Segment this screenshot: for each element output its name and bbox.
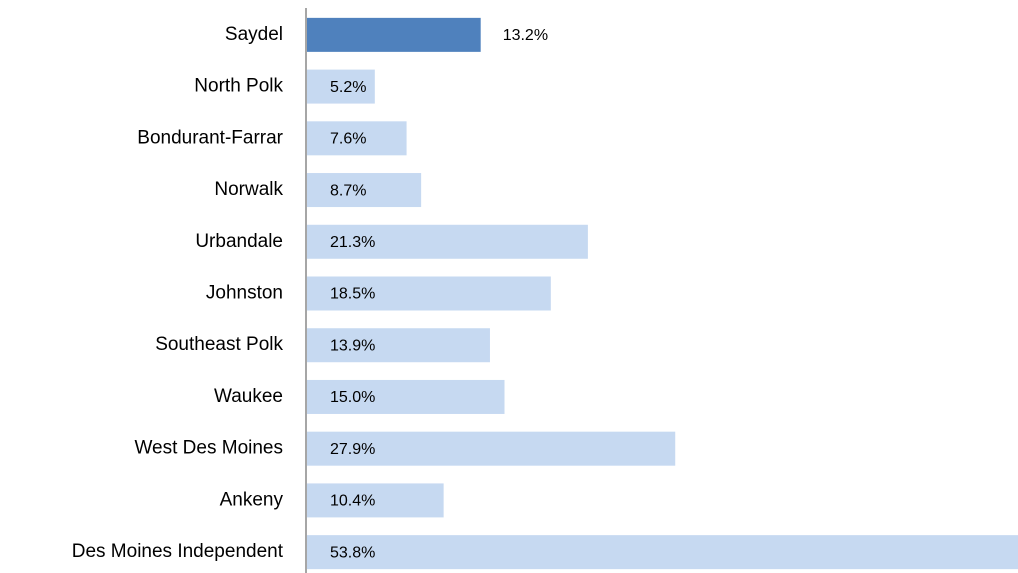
bar [307, 69, 375, 104]
bar [307, 379, 505, 414]
data-label: 10.4% [330, 493, 375, 510]
y-tick-label: Waukee [214, 386, 283, 407]
y-tick-label: Urbandale [195, 231, 283, 252]
data-label: 21.3% [330, 234, 375, 251]
bar [307, 121, 407, 156]
data-label: 15.0% [330, 389, 375, 406]
data-label: 53.8% [330, 544, 375, 561]
data-label: 7.6% [330, 131, 366, 148]
y-tick-label: Des Moines Independent [72, 541, 284, 562]
y-tick-label: Johnston [206, 283, 283, 304]
bar [307, 483, 444, 518]
bar [307, 276, 551, 311]
bar [307, 431, 676, 466]
y-tick-label: Saydel [225, 24, 283, 45]
y-tick-label: North Polk [194, 76, 283, 97]
data-label: 5.2% [330, 79, 366, 96]
y-tick-label: Norwalk [214, 179, 283, 200]
bar [307, 173, 422, 208]
bar [307, 224, 588, 259]
y-tick-label: West Des Moines [134, 438, 283, 459]
data-label: 13.9% [330, 337, 375, 354]
bar [307, 535, 1018, 570]
data-label: 8.7% [330, 182, 366, 199]
y-tick-label: Ankeny [220, 489, 284, 510]
bar [307, 17, 481, 52]
data-label: 13.2% [503, 27, 548, 44]
data-label: 18.5% [330, 286, 375, 303]
y-tick-label: Bondurant-Farrar [137, 127, 283, 148]
bar [307, 328, 490, 363]
y-tick-label: Southeast Polk [155, 334, 283, 355]
data-label: 27.9% [330, 441, 375, 458]
